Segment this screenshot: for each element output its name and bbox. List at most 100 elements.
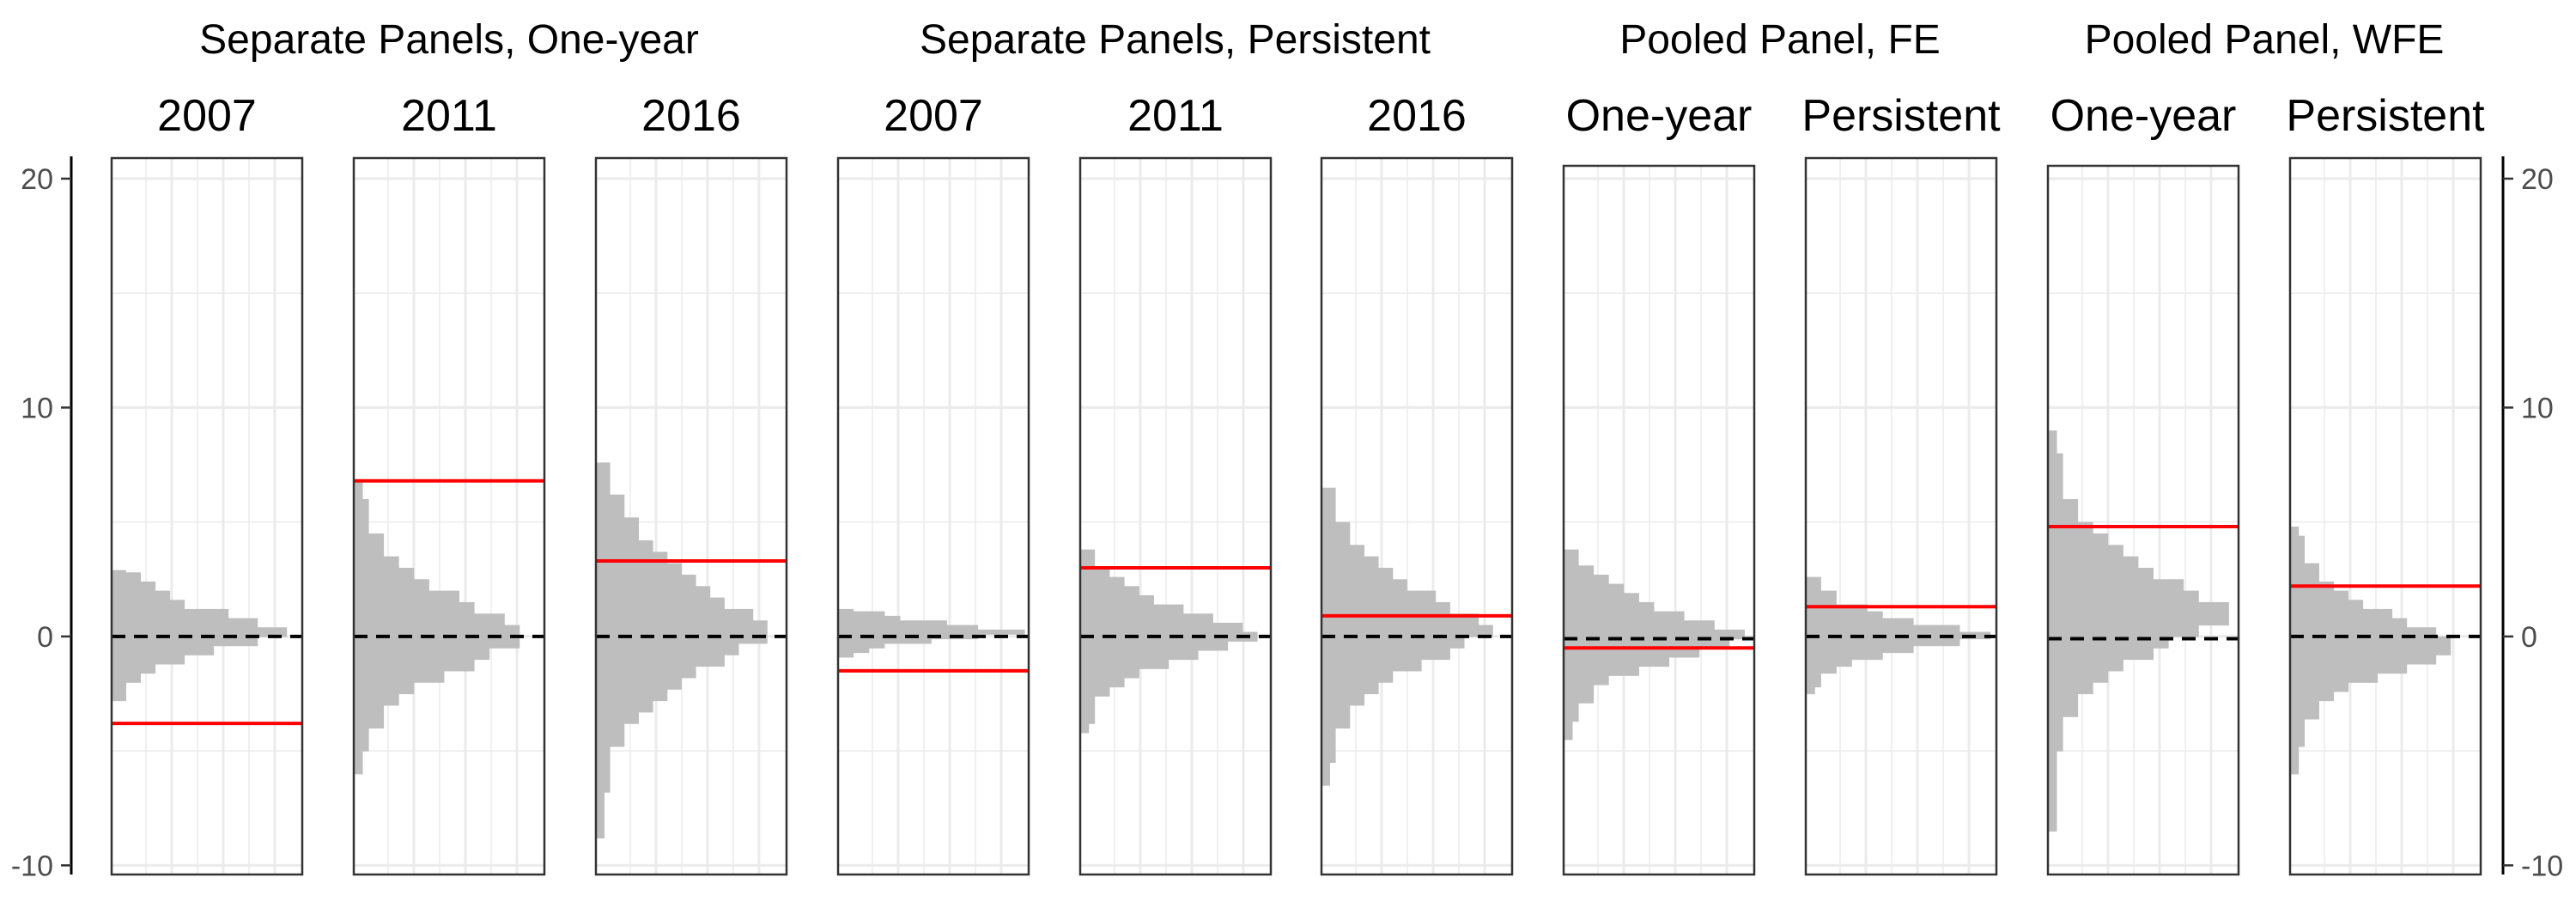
histogram-bar [1080, 704, 1096, 716]
histogram-bar [2048, 728, 2063, 740]
y-tick-label: 10 [21, 392, 53, 424]
histogram-bar [1806, 618, 1914, 626]
histogram-bar [1806, 611, 1883, 619]
histogram-bar [838, 611, 885, 617]
histogram-bar [1564, 549, 1579, 558]
histogram-bar [1080, 549, 1096, 559]
histogram-bar [838, 608, 854, 613]
histogram-bar [1321, 659, 1422, 672]
histogram-bar [596, 539, 653, 552]
y-tick-label: 20 [2521, 163, 2554, 196]
histogram-bar [1806, 673, 1821, 681]
panel-8: Persistent [1801, 91, 2001, 876]
histogram-bar [596, 608, 754, 621]
histogram-bar [2048, 613, 2229, 626]
panel-background [2048, 166, 2239, 875]
histogram-bar [596, 597, 725, 610]
histogram-bar [354, 499, 369, 511]
histogram-bar [1564, 648, 1700, 658]
histogram-bar [2048, 476, 2063, 489]
histogram-bar [1080, 714, 1096, 724]
panel-plot-area [2290, 158, 2481, 875]
panel-border [836, 156, 1030, 876]
histogram-bar [1080, 659, 1170, 669]
panel-background [2290, 158, 2481, 875]
histogram-bar [354, 659, 475, 672]
histogram-bar [2048, 808, 2057, 820]
histogram-bar [596, 677, 682, 690]
y-tick-label: 20 [21, 163, 53, 196]
panel-border [352, 156, 546, 876]
histogram-bar [596, 803, 605, 816]
histogram-bar [1806, 638, 1960, 647]
histogram-bar [2048, 499, 2079, 511]
histogram-bar [596, 655, 725, 667]
panel-border [110, 156, 304, 876]
histogram-bar [2290, 700, 2319, 710]
histogram-bar [112, 590, 171, 600]
panel-border [1804, 156, 1998, 876]
histogram-bar [1806, 645, 1914, 654]
panel-title: Persistent [2286, 91, 2485, 141]
histogram-bar [354, 590, 459, 603]
panel-background [596, 158, 787, 875]
histogram-bar [596, 472, 611, 484]
panel-plot-area [1321, 158, 1512, 875]
panel-7: One-year [1562, 91, 1756, 876]
histogram-bar [1321, 487, 1336, 500]
panel-background [112, 158, 302, 875]
histogram-bar [1806, 576, 1821, 585]
histogram-bar [354, 567, 415, 580]
histogram-bar [2048, 625, 2199, 637]
histogram-bar [354, 682, 415, 695]
histogram-bar [354, 762, 363, 775]
panel-9: One-year [2046, 91, 2240, 876]
y-axis-left: -10 0 10 20 [11, 156, 73, 882]
panel-title: 2007 [884, 91, 983, 141]
histogram-bar [1564, 565, 1595, 576]
histogram-bar [2290, 572, 2319, 582]
histogram-bar [2048, 670, 2109, 683]
histogram-bar [1806, 686, 1815, 695]
histogram-bar [1564, 629, 1745, 640]
histogram-bar [354, 625, 520, 637]
histogram-bar [1321, 716, 1351, 729]
histogram-bar [354, 670, 445, 683]
histogram-bar [354, 613, 505, 626]
histogram-bar [1321, 556, 1379, 569]
panel-6: 2016 [1320, 91, 1514, 876]
panel-background [1080, 158, 1271, 875]
histogram-bar [2048, 648, 2154, 661]
panel-title: One-year [1566, 91, 1753, 141]
histogram-bar [838, 629, 1025, 635]
panel-border [1078, 156, 1273, 876]
histogram-bar [1564, 656, 1669, 667]
y-tick-label: 0 [37, 621, 53, 654]
histogram-bar [1806, 666, 1837, 674]
y-tick-label: -10 [2521, 850, 2563, 882]
panel-background [354, 158, 544, 875]
histogram-bar [2048, 820, 2057, 832]
panel-border [2288, 156, 2482, 876]
panel-border [1320, 156, 1514, 876]
histogram-bar [596, 826, 605, 838]
histogram-bar [2048, 704, 2079, 717]
histogram-bar [2048, 590, 2199, 603]
histogram-bar [596, 769, 611, 782]
histogram-bar [1321, 773, 1330, 786]
histogram-bar [2048, 453, 2063, 466]
histogram-bar [112, 608, 229, 619]
panel-1: 2007 [110, 91, 304, 876]
histogram-bar [1080, 677, 1125, 688]
panel-border [2046, 164, 2240, 876]
histogram-bar [112, 645, 215, 655]
histogram-bar [1564, 703, 1579, 713]
histogram-bar [596, 792, 605, 804]
histogram-bar [112, 682, 126, 692]
histogram-bar [2048, 465, 2063, 477]
panel-background [838, 158, 1029, 875]
histogram-bar [112, 627, 288, 637]
histogram-bar [1321, 567, 1394, 580]
histogram-bar [354, 716, 385, 729]
histogram-bar [1321, 579, 1407, 592]
